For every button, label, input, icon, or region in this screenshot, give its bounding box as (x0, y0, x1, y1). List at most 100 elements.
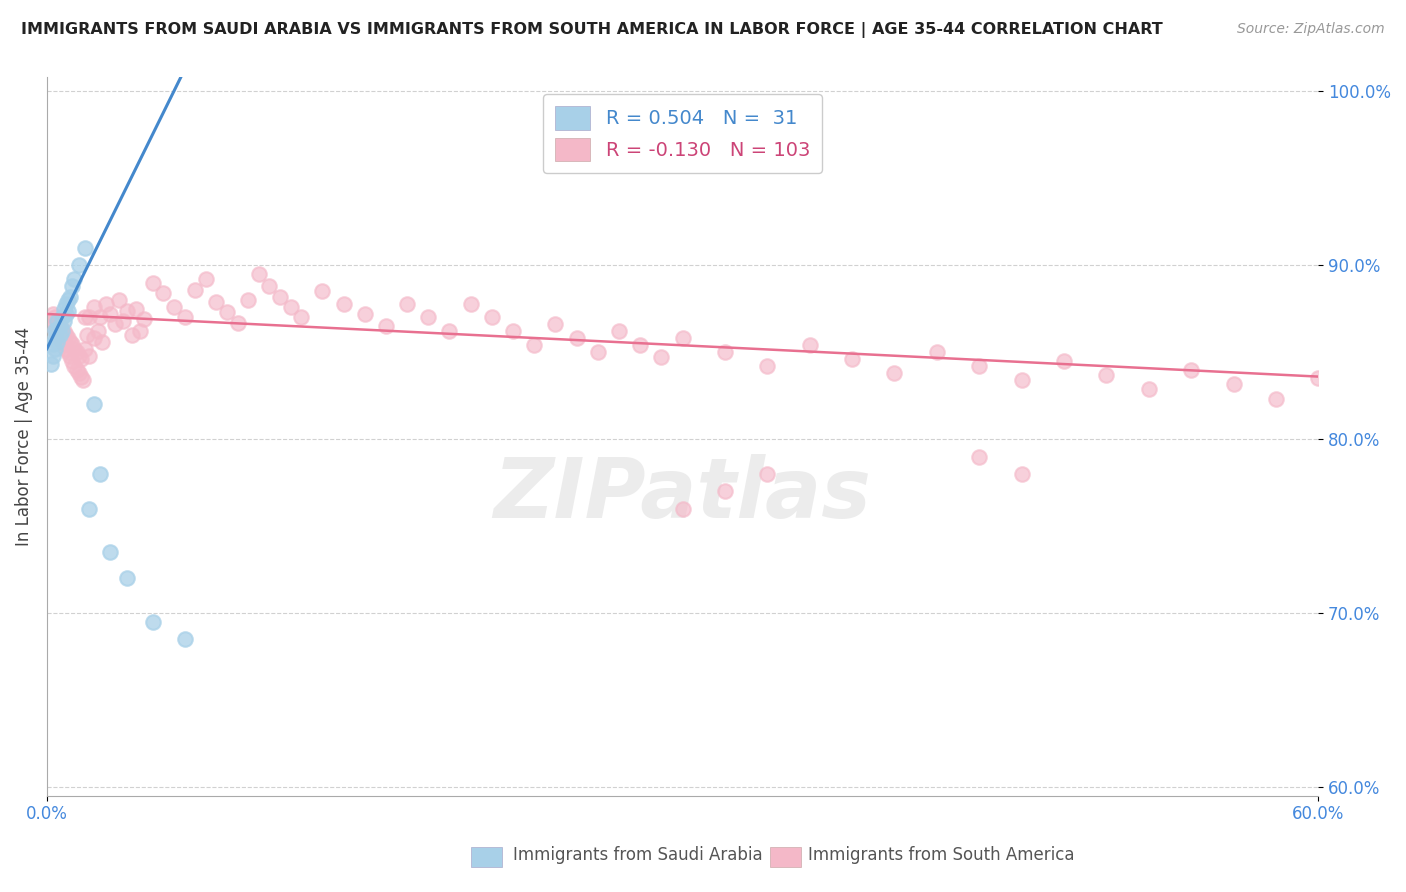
Point (152, 286, 174, 301)
Point (52, 314, 75, 328)
Point (69, 369, 91, 384)
Point (44, 323, 66, 337)
Point (332, 296, 354, 310)
Point (51, 324, 73, 338)
Point (55, 342, 77, 356)
Point (63, 359, 86, 373)
Point (841, 352, 863, 367)
Point (311, 285, 333, 299)
Point (799, 338, 821, 352)
Point (48, 331, 70, 345)
Point (1308, 371, 1330, 385)
Point (46, 324, 69, 338)
Point (565, 331, 588, 345)
Point (756, 359, 779, 373)
Point (89, 467, 111, 481)
Point (714, 484, 737, 499)
Point (125, 301, 148, 316)
Point (44, 310, 66, 325)
Point (117, 571, 139, 585)
Point (44, 342, 66, 356)
Point (87, 324, 110, 338)
Point (523, 338, 546, 352)
Point (83, 300, 105, 314)
Point (51, 324, 73, 338)
Point (55, 327, 77, 342)
Point (967, 450, 990, 464)
Point (1264, 392, 1286, 407)
Point (65, 362, 87, 376)
Point (142, 276, 165, 290)
Point (67, 366, 90, 380)
Point (44, 324, 66, 338)
Point (628, 338, 651, 352)
Point (77, 349, 100, 363)
Point (205, 294, 228, 309)
Point (650, 351, 672, 365)
Point (100, 307, 122, 321)
Point (100, 545, 122, 559)
Point (374, 319, 396, 334)
Point (42, 349, 65, 363)
Point (76, 327, 98, 342)
Point (1180, 362, 1202, 376)
Point (91, 334, 114, 349)
Point (77, 310, 100, 325)
Point (46, 314, 69, 328)
Point (226, 316, 249, 330)
Point (259, 279, 281, 293)
Point (247, 267, 270, 281)
Point (1053, 354, 1076, 368)
Legend: R = 0.504   N =  31, R = -0.130   N = 103: R = 0.504 N = 31, R = -0.130 N = 103 (544, 95, 821, 173)
Point (59, 349, 82, 363)
Point (544, 318, 567, 332)
Point (52, 336, 75, 351)
Point (48, 327, 70, 342)
Point (96, 296, 118, 310)
Point (55, 307, 77, 321)
Point (1222, 376, 1244, 391)
Point (59, 289, 82, 303)
Point (48, 319, 70, 334)
Point (117, 303, 139, 318)
Point (89, 310, 111, 325)
Point (134, 312, 156, 326)
Point (756, 467, 779, 481)
Point (586, 345, 609, 359)
Point (967, 359, 990, 373)
Point (48, 319, 70, 334)
Point (714, 345, 737, 359)
Point (73, 241, 96, 255)
Point (1137, 382, 1160, 396)
Point (112, 314, 135, 328)
Point (121, 327, 143, 342)
Point (59, 334, 82, 349)
Point (439, 324, 461, 338)
Point (883, 366, 905, 380)
Point (194, 272, 217, 286)
Point (77, 501, 100, 516)
Text: Source: ZipAtlas.com: Source: ZipAtlas.com (1237, 22, 1385, 37)
Point (671, 331, 693, 345)
Point (173, 310, 195, 325)
Point (46, 334, 69, 349)
Point (173, 632, 195, 647)
Point (52, 301, 75, 316)
Point (69, 352, 91, 367)
Point (56, 345, 79, 359)
Point (671, 501, 693, 516)
Point (104, 318, 127, 332)
Point (83, 331, 105, 345)
Point (39, 314, 62, 328)
Point (56, 303, 79, 318)
Point (46, 327, 69, 342)
Point (55, 296, 77, 310)
Text: ZIPatlas: ZIPatlas (494, 453, 872, 534)
Point (142, 615, 165, 629)
Point (1011, 373, 1033, 387)
Point (83, 397, 105, 411)
Point (72, 373, 94, 387)
Point (238, 293, 260, 307)
Point (44, 331, 66, 345)
Point (67, 349, 90, 363)
